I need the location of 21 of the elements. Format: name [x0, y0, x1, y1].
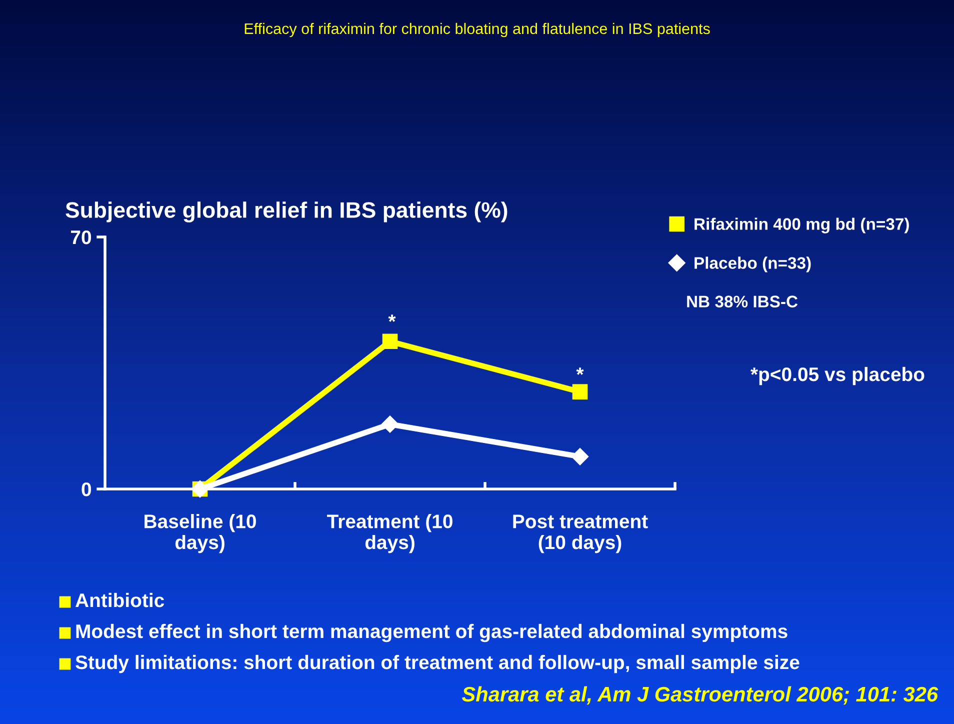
x-tick-label: Baseline (10 days)	[144, 514, 256, 554]
chart-subtitle: Subjective global relief in IBS patients (%)	[66, 202, 508, 222]
text: Modest effect in short term management of gas-related abdominal symptoms	[76, 624, 788, 642]
legend-label: Placebo (n=33)	[694, 256, 811, 272]
y-tick-label: 0	[82, 482, 92, 496]
point	[382, 334, 398, 350]
legend-label: Rifaximin 400 mg bd (n=37)	[694, 218, 909, 234]
annotation: *	[388, 314, 396, 322]
point	[381, 416, 399, 433]
x-tick-label: Post treatment (10 days)	[513, 514, 648, 554]
y-tick-label: 70	[71, 230, 92, 244]
text: Sharara et al, Am J Gastroenterol 2006; 101: 326	[462, 686, 938, 705]
text: NB 38% IBS-C	[687, 296, 798, 308]
annotation: *	[576, 368, 584, 375]
x-tick-label: Treatment (10 days)	[327, 514, 452, 554]
point	[571, 448, 589, 466]
text: *p<0.05 vs placebo	[750, 366, 924, 386]
text: Study limitations: short duration of treatment and follow-up, small sample size	[76, 654, 800, 674]
point	[572, 384, 588, 400]
text: Antibiotic	[75, 592, 164, 608]
chart-title: Efficacy of rifaximin for chronic bloating and flatulence in IBS patients	[244, 22, 710, 38]
